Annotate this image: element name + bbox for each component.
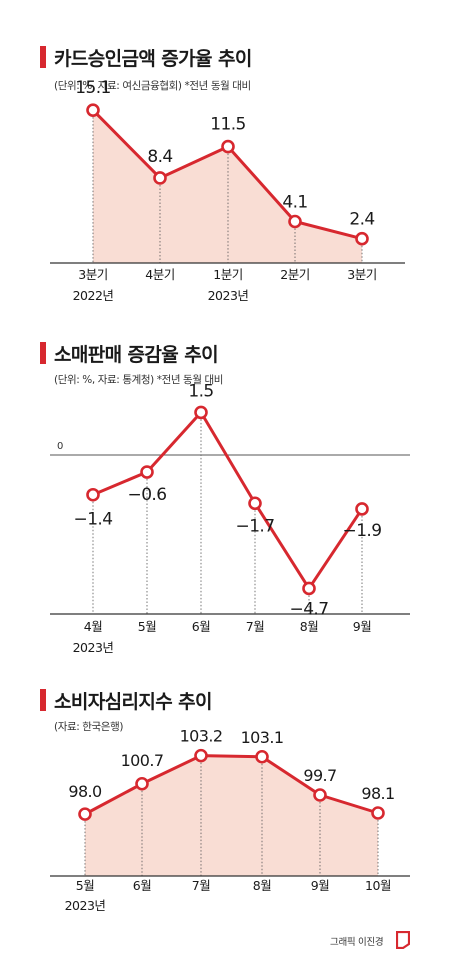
x-tick-sublabel: 2023년	[73, 640, 114, 655]
data-point	[248, 496, 262, 511]
series-line	[92, 410, 364, 590]
data-label: 98.1	[361, 784, 394, 803]
x-tick-label: 8월	[300, 619, 318, 634]
chart-source-note: (단위: %, 자료: 여신금융협회) *전년 동월 대비	[54, 80, 251, 92]
chart-title: 소비자심리지수 추이	[54, 691, 213, 713]
title-accent-bar	[40, 689, 46, 711]
x-tick-label: 3분기	[347, 267, 376, 282]
data-point	[86, 487, 100, 502]
data-point	[355, 502, 369, 516]
data-point	[140, 465, 154, 479]
data-label: 100.7	[121, 751, 164, 770]
x-tick-label: 1분기	[213, 267, 242, 282]
x-tick-label: 7월	[246, 619, 264, 634]
title-accent-bar	[40, 46, 46, 68]
x-tick-label: 4월	[84, 619, 102, 634]
x-tick-sublabel: 2023년	[208, 288, 249, 303]
x-tick-label: 2분기	[280, 267, 309, 282]
chart-source-note: (자료: 한국은행)	[54, 721, 124, 733]
x-tick-label: 8월	[253, 878, 271, 893]
data-label: 2.4	[349, 210, 374, 230]
title-accent-bar	[40, 342, 46, 364]
x-tick-label: 4분기	[145, 267, 174, 282]
consumer-sentiment-chart: 98.0 100.7 103.2 103.1 99.7 98.1 5월 2023년 6월 7월 8월…	[50, 727, 410, 913]
data-label: −4.7	[290, 599, 329, 619]
x-tick-label: 3분기	[78, 267, 107, 282]
data-label: −1.7	[236, 516, 275, 536]
data-point	[313, 788, 327, 802]
data-label: −0.6	[128, 485, 167, 505]
data-point	[194, 748, 208, 763]
data-point	[302, 581, 316, 596]
x-tick-label: 5월	[76, 878, 94, 893]
data-label: 103.2	[180, 727, 223, 746]
data-point	[78, 807, 92, 821]
x-tick-label: 6월	[133, 878, 151, 893]
data-label: −1.9	[343, 521, 382, 541]
data-point	[221, 139, 235, 154]
chart-title: 카드승인금액 증가율 추이	[54, 48, 252, 70]
series-line	[84, 754, 379, 816]
retail-sales-panel: 소매판매 증감율 추이 (단위: %, 자료: 통계청) *전년 동월 대비 0…	[0, 310, 450, 665]
data-label: 98.0	[68, 782, 102, 801]
data-label: 4.1	[282, 193, 307, 213]
card-approval-chart: 15.1 8.4 11.5 4.1 2.4 3분기 2022년 4분기 1분기 2023년 2분기 3…	[50, 78, 405, 303]
x-tick-label: 9월	[311, 878, 329, 893]
card-approval-panel: 카드승인금액 증가율 추이 (단위: %, 자료: 여신금융협회) *전년 동월…	[0, 0, 450, 310]
data-label: 1.5	[188, 381, 213, 401]
data-point	[135, 776, 149, 791]
x-tick-label: 9월	[353, 619, 371, 634]
data-label: 99.7	[303, 766, 336, 785]
data-point	[355, 231, 369, 246]
data-label: 103.1	[241, 728, 284, 747]
x-tick-label: 7월	[192, 878, 210, 893]
zero-label: 0	[57, 441, 63, 452]
x-tick-label: 6월	[192, 619, 210, 634]
data-point	[153, 171, 167, 185]
x-tick-label: 10월	[365, 878, 391, 893]
x-tick-sublabel: 2022년	[73, 288, 114, 303]
chart-source-note: (단위: %, 자료: 통계청) *전년 동월 대비	[54, 374, 224, 386]
x-tick-sublabel: 2023년	[65, 898, 106, 913]
data-point	[371, 806, 385, 820]
data-label: 8.4	[147, 147, 172, 167]
data-point	[255, 749, 269, 764]
data-label: 15.1	[75, 78, 110, 98]
data-point	[288, 214, 302, 229]
data-point	[194, 405, 208, 420]
publisher-logo-icon	[396, 931, 410, 949]
graphic-credit: 그래픽 이진경	[330, 937, 384, 948]
x-tick-label: 5월	[138, 619, 156, 634]
retail-sales-chart: 0 −1.4 −0.6 1.5 −1.7 −4.7 −1.9 4월 2023년 5월 6월 7월 8월 9…	[50, 381, 410, 655]
data-point	[86, 103, 100, 117]
data-label: 11.5	[210, 115, 245, 135]
chart-title: 소매판매 증감율 추이	[54, 344, 219, 366]
consumer-sentiment-panel: 소비자심리지수 추이 (자료: 한국은행) 98.0 100.7 103.2 103.…	[0, 665, 450, 955]
data-label: −1.4	[74, 510, 113, 530]
